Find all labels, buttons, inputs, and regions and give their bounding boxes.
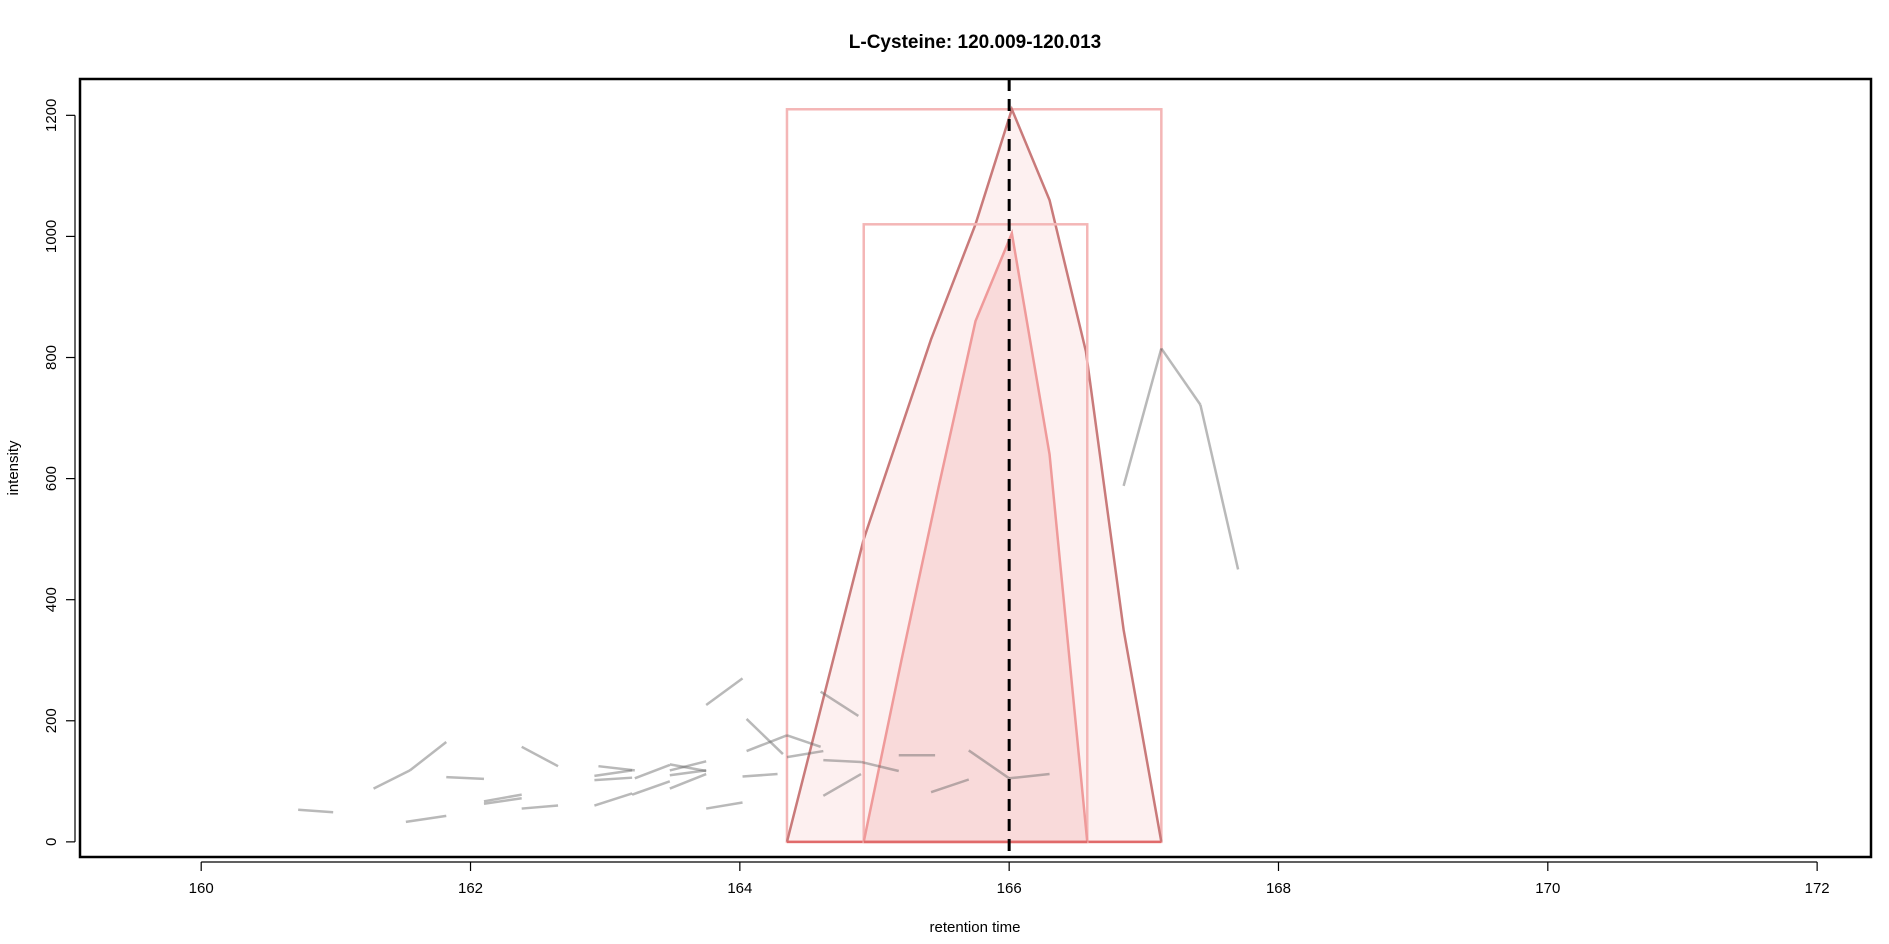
noise-segment: [1160, 347, 1202, 406]
noise-segment: [1199, 404, 1240, 570]
noise-segment: [373, 769, 411, 790]
noise-segment: [669, 769, 707, 777]
noise-segment: [483, 793, 522, 803]
x-tick-label: 162: [458, 880, 483, 897]
noise-segment: [745, 718, 784, 755]
x-tick-label: 168: [1266, 880, 1291, 897]
noise-segment: [968, 749, 1010, 780]
noise-segment: [669, 772, 707, 790]
noise-segment: [483, 797, 522, 805]
peaks-layer: [785, 105, 1163, 844]
noise-segment: [634, 763, 671, 780]
noise-segment: [819, 690, 860, 717]
chart-title: L-Cysteine: 120.009-120.013: [849, 32, 1101, 53]
noise-segment: [822, 772, 862, 797]
noise-segment: [594, 792, 633, 807]
x-tick-label: 166: [997, 880, 1022, 897]
noise-layer: [298, 347, 1240, 824]
y-tick-label: 400: [43, 587, 60, 612]
peak-profile: [785, 105, 1163, 843]
x-tick-label: 164: [727, 880, 752, 897]
y-tick-label: 800: [43, 345, 60, 370]
noise-segment: [1122, 348, 1163, 487]
noise-segment: [594, 776, 633, 782]
y-axis-label: intensity: [5, 440, 22, 496]
noise-segment: [930, 778, 970, 794]
noise-segment: [746, 734, 788, 753]
noise-segment: [1009, 772, 1050, 780]
noise-segment: [409, 740, 448, 772]
x-tick-label: 160: [189, 880, 214, 897]
noise-segment: [860, 760, 900, 773]
plot-frame: [78, 77, 1873, 859]
noise-segment: [705, 801, 743, 810]
noise-segment: [669, 760, 707, 772]
noise-segment: [786, 749, 824, 759]
peak-area: [863, 233, 1088, 842]
y-tick-label: 200: [43, 708, 60, 733]
y-axis: 0 200 400 600 800 1000 1200: [43, 99, 76, 846]
x-axis-label: retention time: [930, 919, 1021, 936]
noise-segment: [598, 764, 635, 772]
noise-segment: [631, 780, 671, 796]
x-tick-label: 172: [1805, 880, 1830, 897]
y-tick-label: 0: [43, 838, 60, 846]
y-tick-label: 1200: [43, 99, 60, 132]
x-axis: 160 162 164 166 168 170 172: [189, 861, 1830, 897]
noise-segment: [823, 758, 862, 764]
noise-segment: [446, 775, 485, 781]
y-tick-label: 600: [43, 466, 60, 491]
noise-segment: [405, 814, 447, 824]
x-tick-label: 170: [1535, 880, 1560, 897]
noise-segment: [298, 808, 334, 814]
y-tick-label: 1000: [43, 220, 60, 253]
peak-area: [786, 109, 1162, 842]
noise-segment: [521, 804, 559, 810]
noise-segment: [786, 734, 822, 748]
noise-segment: [705, 677, 744, 707]
noise-segment: [669, 763, 707, 773]
noise-segment: [742, 772, 778, 778]
noise-segment: [594, 769, 633, 778]
noise-segment: [521, 745, 559, 768]
peak-profile: [862, 228, 1089, 843]
